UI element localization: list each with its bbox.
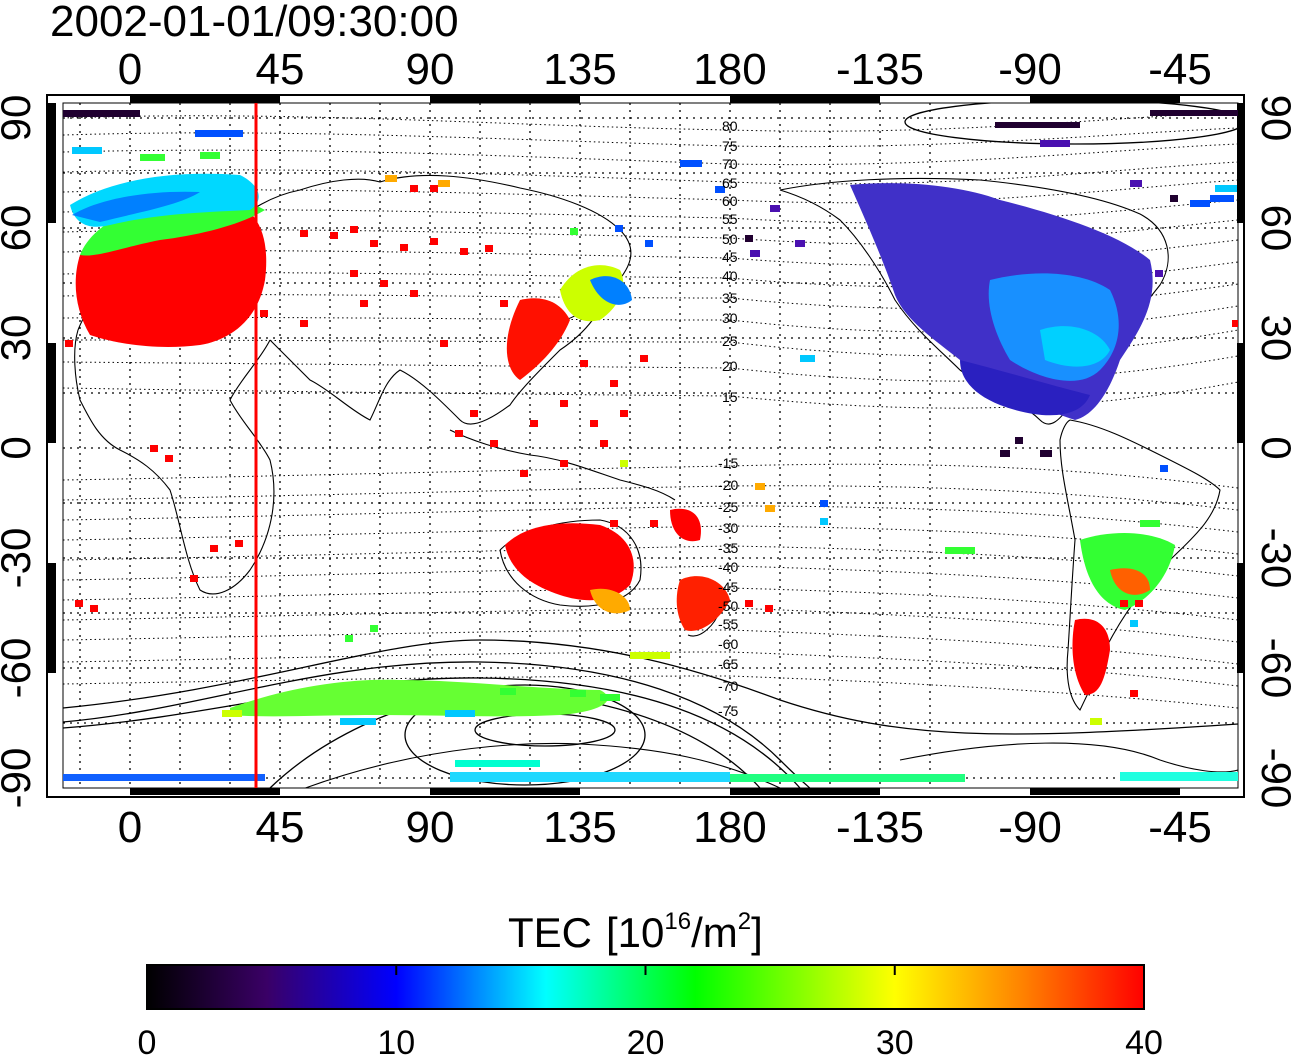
- contour-label: 80: [722, 118, 738, 134]
- longitude-label-bottom: 180: [693, 803, 766, 852]
- contour-label: -65: [718, 656, 738, 672]
- colorbar-ticks: 0 10 20 30 40: [138, 965, 1163, 1057]
- timestamp-title: 2002-01-01/09:30:00: [50, 0, 459, 46]
- contour-label: 40: [722, 268, 738, 284]
- latitude-label-right: -30: [1253, 528, 1292, 589]
- map-area: [62, 102, 1239, 789]
- latitude-label-left: 0: [0, 436, 39, 459]
- colorbar-title: TEC [1016/m2]: [508, 908, 763, 956]
- latitude-right-labels: 90 60 30 0 -30 -60 -90: [1253, 95, 1292, 809]
- latitude-label-right: 90: [1253, 95, 1292, 142]
- region-south-pole-band: [63, 774, 265, 781]
- latitude-label-left: -60: [0, 638, 39, 699]
- contour-label: -50: [718, 598, 738, 614]
- longitude-label-bottom: -45: [1148, 803, 1212, 852]
- contour-label: 45: [722, 249, 738, 265]
- longitude-label-top: 0: [118, 45, 142, 94]
- latitude-left-labels: 90 60 30 0 -30 -60 -90: [0, 95, 39, 809]
- colorbar-tick-label: 10: [377, 1024, 415, 1057]
- longitude-label-bottom: 135: [543, 803, 616, 852]
- contour-label: -30: [718, 520, 738, 536]
- contour-label: -40: [718, 559, 738, 575]
- contour-label: 25: [722, 333, 738, 349]
- contour-label: 55: [722, 211, 738, 227]
- longitude-label-bottom: -90: [998, 803, 1062, 852]
- contour-label: 65: [722, 175, 738, 191]
- contour-label: 35: [722, 290, 738, 306]
- contour-label: -25: [718, 499, 738, 515]
- latitude-label-left: -30: [0, 528, 39, 589]
- contour-label: 50: [722, 231, 738, 247]
- axis-bars: [48, 96, 1244, 795]
- contour-label: 15: [722, 389, 738, 405]
- latitude-label-right: 60: [1253, 205, 1292, 252]
- latitude-label-left: 60: [0, 205, 39, 252]
- longitude-label-top: -90: [998, 45, 1062, 94]
- contour-label: -35: [718, 540, 738, 556]
- contour-label: -75: [718, 703, 738, 719]
- region-new-zealand: [676, 576, 730, 631]
- contour-labels: 80 75 70 65 60 55 50 45 40 35 30 25 20 15 -15 -20 -25 -30…: [718, 118, 738, 719]
- contour-label: -45: [718, 579, 738, 595]
- solid-contours: [63, 103, 1238, 788]
- contour-label: 75: [722, 138, 738, 154]
- latitude-label-left: 30: [0, 315, 39, 362]
- tec-data-patches: [63, 110, 1238, 782]
- latitude-label-right: -60: [1253, 638, 1292, 699]
- contour-label: 30: [722, 310, 738, 326]
- longitude-label-bottom: 0: [118, 803, 142, 852]
- longitude-label-bottom: 45: [256, 803, 305, 852]
- contour-label: -20: [718, 477, 738, 493]
- contour-label: -70: [718, 678, 738, 694]
- longitude-label-bottom: 90: [406, 803, 455, 852]
- longitude-bottom-labels: 0 45 90 135 180 -135 -90 -45: [118, 803, 1212, 852]
- contour-label: 70: [722, 156, 738, 172]
- contour-label: 60: [722, 193, 738, 209]
- colorbar-tick-label: 20: [627, 1024, 665, 1057]
- latitude-label-right: 30: [1253, 315, 1292, 362]
- contour-label: 20: [722, 358, 738, 374]
- colorbar-tick-label: 0: [138, 1024, 157, 1057]
- longitude-top-labels: 0 45 90 135 180 -135 -90 -45: [118, 45, 1212, 94]
- longitude-label-top: 45: [256, 45, 305, 94]
- longitude-label-top: 90: [406, 45, 455, 94]
- longitude-label-top: -45: [1148, 45, 1212, 94]
- colorbar-tick-label: 30: [876, 1024, 914, 1057]
- latitude-label-right: -90: [1253, 748, 1292, 809]
- longitude-label-top: -135: [836, 45, 924, 94]
- region-australia: [505, 523, 634, 601]
- latitude-label-left: -90: [0, 748, 39, 809]
- colorbar-tick-label: 40: [1125, 1024, 1163, 1057]
- contour-label: -55: [718, 616, 738, 632]
- longitude-label-top: 180: [693, 45, 766, 94]
- contour-label: -15: [718, 455, 738, 471]
- contour-label: -60: [718, 636, 738, 652]
- latitude-label-right: 0: [1253, 436, 1292, 459]
- longitude-label-top: 135: [543, 45, 616, 94]
- longitude-label-bottom: -135: [836, 803, 924, 852]
- latitude-label-left: 90: [0, 95, 39, 142]
